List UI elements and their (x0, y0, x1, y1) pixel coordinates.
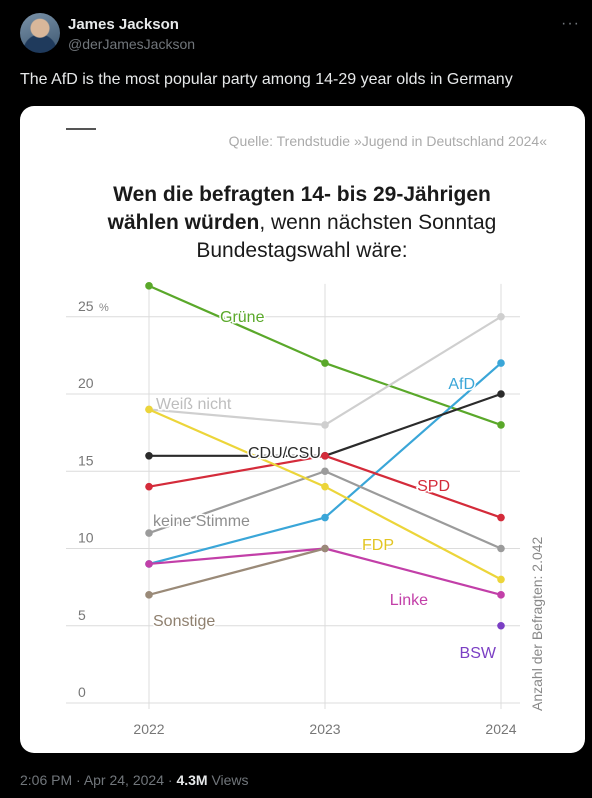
data-point-spd (321, 452, 329, 460)
series-line-sonstige (148, 547, 326, 596)
data-point-weiß-nicht (497, 312, 505, 321)
chart-title-line3: Bundestagswahl wäre: (196, 239, 407, 262)
data-point-linke (497, 591, 505, 599)
data-point-keine-stimme (145, 529, 153, 537)
series-label-fdp: FDP (362, 537, 394, 554)
post-text: The AfD is the most popular party among … (20, 71, 513, 88)
data-point-grüne (497, 421, 505, 429)
series-label-sonstige: Sonstige (153, 613, 215, 630)
user-handle[interactable]: @derJamesJackson (68, 36, 196, 52)
post-meta: 2:06 PM · Apr 24, 2024 · 4.3M Views (20, 772, 249, 788)
avatar[interactable] (20, 13, 60, 53)
more-icon[interactable]: ··· (561, 15, 580, 32)
data-point-grüne (321, 359, 329, 367)
sample-size-note: Anzahl der Befragten: 2.042 (529, 536, 545, 711)
data-point-spd (145, 482, 153, 491)
series-label-grüne: Grüne (220, 309, 265, 326)
x-tick-label: 2024 (485, 721, 516, 737)
y-tick-label: 25 (78, 298, 94, 314)
data-point-linke (145, 560, 153, 568)
post-header: James Jackson @derJamesJackson ··· (20, 13, 580, 57)
data-point-weiß-nicht (321, 421, 329, 429)
data-point-grüne (145, 282, 153, 290)
data-point-cdu-csu (497, 390, 505, 398)
data-point-keine-stimme (321, 467, 329, 476)
data-point-afd (321, 513, 329, 522)
chart-grid: 0 5 10 15 20 25 % 2022 2023 2024 (66, 283, 520, 737)
chart-title-line2: wählen würden, wenn nächsten Sonntag (107, 211, 497, 234)
data-point-sonstige (321, 544, 329, 553)
series-label-bsw: BSW (460, 645, 497, 662)
y-tick-label: 5 (78, 607, 86, 623)
series-label-afd: AfD (448, 376, 475, 393)
y-tick-label: 15 (78, 452, 94, 468)
line-chart: Quelle: Trendstudie »Jugend in Deutschla… (66, 128, 548, 737)
post-date[interactable]: Apr 24, 2024 (83, 772, 164, 788)
y-tick-label: 0 (78, 684, 86, 700)
chart-title-rest: , wenn nächsten Sonntag (259, 211, 496, 234)
data-point-cdu-csu (145, 452, 153, 460)
series-label-spd: SPD (417, 478, 450, 495)
series-label-cdu-csu: CDU/CSU (248, 445, 321, 462)
display-name[interactable]: James Jackson (68, 16, 179, 33)
views-label: Views (211, 772, 249, 788)
views-count: 4.3M (176, 772, 208, 788)
data-point-spd (497, 513, 505, 522)
x-tick-label: 2022 (133, 721, 164, 737)
data-point-bsw (497, 621, 505, 630)
data-point-sonstige (145, 591, 153, 599)
chart-title-line1: Wen die befragten 14- bis 29-Jährigen (113, 183, 491, 206)
data-point-fdp (321, 482, 329, 491)
data-point-fdp (497, 575, 505, 584)
series-label-keine-stimme: keine Stimme (153, 513, 250, 530)
chart-source: Quelle: Trendstudie »Jugend in Deutschla… (229, 133, 548, 149)
data-point-fdp (145, 405, 153, 414)
y-tick-label: 10 (78, 530, 94, 546)
x-tick-label: 2023 (309, 721, 340, 737)
post-time[interactable]: 2:06 PM (20, 772, 73, 788)
series-label-weiß-nicht: Weiß nicht (156, 396, 232, 413)
chart-series (145, 282, 505, 630)
post-image[interactable]: Quelle: Trendstudie »Jugend in Deutschla… (20, 106, 585, 753)
chart-series-labels: Grüne Weiß nicht AfD CDU/CSU SPD keine Stimme… (152, 308, 499, 664)
chart-title-bold: wählen würden (107, 211, 260, 234)
series-label-linke: Linke (390, 592, 428, 609)
y-tick-label: 20 (78, 375, 94, 391)
data-point-keine-stimme (497, 544, 505, 553)
y-unit-label: % (99, 302, 109, 314)
data-point-afd (497, 359, 505, 367)
